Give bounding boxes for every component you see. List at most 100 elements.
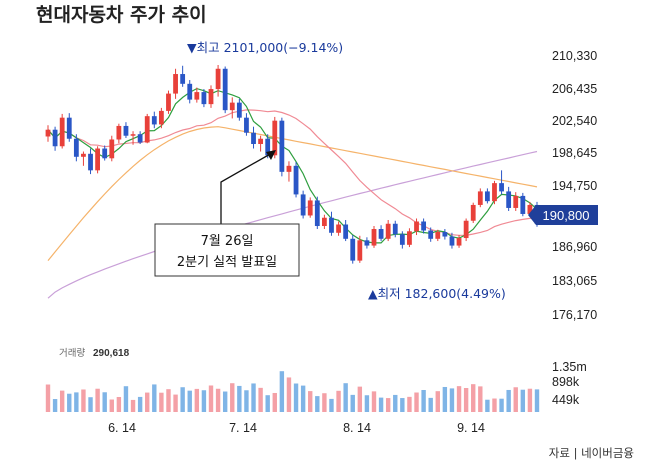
volume-bar: [74, 392, 79, 412]
price-tick: 206,435: [552, 82, 597, 96]
volume-bar: [414, 392, 419, 412]
volume-bar: [300, 385, 306, 412]
candle-body: [428, 230, 434, 239]
candle: [66, 113, 72, 142]
candle: [499, 170, 504, 195]
volume-bar: [449, 388, 455, 412]
candle-body: [144, 116, 150, 143]
candle-body: [300, 194, 306, 216]
volume-bar: [59, 390, 65, 412]
candle-body: [88, 153, 93, 171]
candle-body: [499, 183, 504, 192]
candle: [435, 229, 441, 242]
candle: [244, 113, 249, 136]
volume-bar: [315, 396, 320, 412]
candle-body: [201, 92, 207, 105]
volume-bar: [230, 383, 235, 412]
callout-date: 7월 26일: [201, 234, 254, 249]
candle: [45, 125, 51, 142]
ma-60-line: [47, 126, 538, 261]
date-tick: 6. 14: [108, 421, 136, 435]
volume-bar: [159, 392, 164, 412]
volume-bar: [492, 398, 497, 412]
candle-body: [520, 195, 526, 214]
candle-body: [506, 191, 512, 208]
volume-bar: [329, 398, 334, 412]
price-axis: 210,330 206,435 202,540 198,645 194,750 186,9…: [552, 49, 597, 322]
candle: [208, 85, 214, 108]
candle: [236, 98, 242, 121]
candle: [329, 211, 334, 236]
high-annotation: ▼최고 2101,000(−9.14%): [187, 40, 343, 55]
volume-bar: [428, 397, 433, 412]
candle: [158, 107, 164, 129]
volume-bar: [478, 386, 483, 412]
candle: [258, 135, 264, 152]
volume-bar: [485, 399, 490, 412]
candle: [513, 192, 519, 211]
candle: [421, 218, 427, 234]
candle: [187, 80, 193, 104]
candle-body: [357, 240, 363, 261]
callout-pointer-line: [220, 152, 273, 224]
candle-body: [187, 83, 193, 100]
candle: [109, 135, 115, 162]
candle: [364, 237, 370, 249]
candle-body: [222, 68, 228, 111]
volume-bar: [407, 396, 412, 412]
candle: [229, 97, 235, 119]
candle-body: [307, 200, 313, 216]
candle: [336, 221, 341, 236]
volume-bar: [471, 384, 476, 412]
volume-bar: [116, 396, 122, 412]
candle-body: [456, 238, 462, 246]
candle: [215, 65, 221, 97]
candle: [399, 231, 405, 249]
ma-5-line: [47, 87, 538, 244]
candle: [194, 87, 200, 103]
ma-20-line: [47, 109, 538, 237]
volume-tick: 1.35m: [552, 360, 587, 374]
candle-body: [215, 68, 221, 90]
candle: [293, 162, 299, 198]
candle: [251, 126, 256, 149]
volume-bar: [385, 398, 391, 412]
candle-body: [130, 134, 136, 136]
candle-body: [463, 220, 469, 239]
volume-bar: [145, 392, 150, 412]
candlestick-series: [45, 65, 540, 264]
volume-bar: [456, 386, 462, 412]
candle-body: [286, 165, 292, 172]
candle-body: [45, 129, 51, 137]
volume-bar: [258, 387, 263, 412]
volume-bar: [400, 398, 405, 412]
candle: [52, 126, 58, 151]
candle-body: [73, 138, 79, 157]
candle-body: [371, 229, 377, 246]
candle-body: [208, 89, 214, 105]
volume-bars: [45, 371, 540, 412]
candle: [95, 146, 101, 174]
volume-bar: [95, 388, 100, 412]
volume-bar: [357, 386, 363, 412]
volume-bar: [421, 389, 426, 412]
volume-bar: [173, 394, 178, 412]
candle-body: [484, 191, 490, 202]
candle-body: [378, 229, 384, 239]
volume-tick: 449k: [552, 393, 580, 407]
volume-bar: [166, 389, 171, 412]
candle-body: [81, 153, 86, 157]
candle-body: [435, 232, 441, 239]
volume-bar: [109, 399, 114, 412]
candle: [286, 161, 292, 182]
candle: [506, 186, 512, 211]
candle-body: [137, 134, 143, 143]
volume-bar: [201, 390, 207, 412]
candle-body: [527, 204, 533, 214]
candle: [88, 148, 93, 175]
candle-body: [329, 217, 334, 233]
volume-bar: [378, 397, 384, 412]
volume-bar: [350, 394, 355, 412]
